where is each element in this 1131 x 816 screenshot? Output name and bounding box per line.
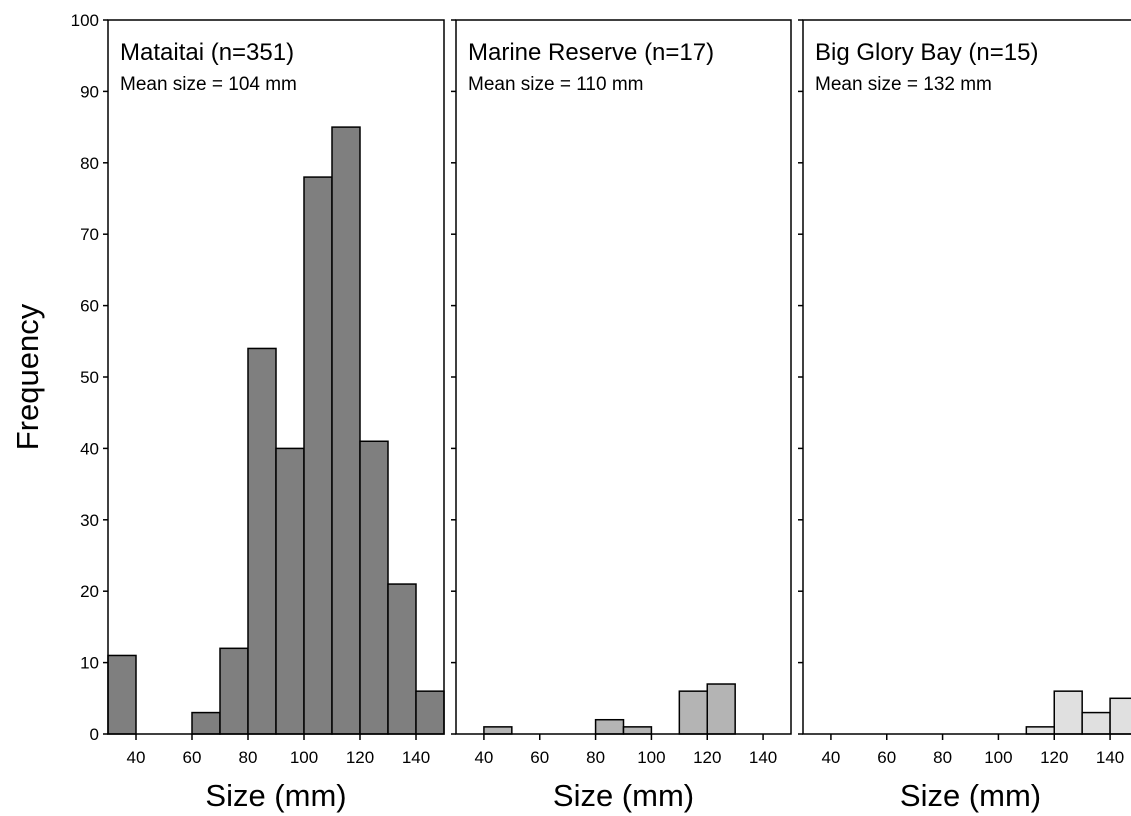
y-tick-label-20: 20: [80, 582, 99, 601]
bar-big-glory-bay-140: [1109, 697, 1131, 735]
y-tick-label-0: 0: [90, 725, 99, 744]
bar-mataitai-60: [191, 711, 221, 735]
panel-title-big-glory-bay: Big Glory Bay (n=15): [815, 39, 1038, 66]
y-tick-label-50: 50: [80, 368, 99, 387]
x-tick-label-big-glory-bay-140: 140: [1096, 748, 1124, 767]
y-tick-label-70: 70: [80, 225, 99, 244]
bar-marine-reserve-80: [594, 718, 625, 735]
bar-marine-reserve-40: [483, 726, 513, 735]
y-axis-title: Frequency: [10, 303, 45, 450]
panel-subtitle-mataitai: Mean size = 104 mm: [120, 74, 297, 95]
bar-big-glory-bay-120: [1053, 690, 1083, 735]
y-axis-ticks: 0 10 20 30 40 50 60 70 80 90 100: [71, 11, 99, 744]
ticks-big-glory-bay: 40 60 80 100 120 140: [798, 19, 1124, 767]
panel-mataitai: 40 60 80 100 120 140 Mataitai (n=351) Mean si…: [103, 19, 445, 813]
y-tick-label-10: 10: [80, 654, 99, 673]
x-tick-label-marine-reserve-140: 140: [749, 748, 777, 767]
x-tick-label-mataitai-140: 140: [402, 748, 430, 767]
plot-frame-big-glory-bay: [802, 19, 1131, 735]
x-tick-label-mataitai-100: 100: [290, 748, 318, 767]
y-tick-label-60: 60: [80, 297, 99, 316]
x-tick-label-marine-reserve-80: 80: [586, 748, 605, 767]
y-tick-label-100: 100: [71, 11, 99, 30]
panel-subtitle-marine-reserve: Mean size = 110 mm: [468, 74, 643, 95]
plot-frame-mataitai: [107, 19, 445, 735]
y-tick-label-80: 80: [80, 154, 99, 173]
x-axis-title-mataitai: Size (mm): [205, 778, 346, 813]
bar-big-glory-bay-110: [1025, 726, 1056, 735]
bars-marine-reserve: [483, 683, 736, 735]
panel-title-mataitai: Mataitai (n=351): [120, 39, 294, 66]
x-axis-title-marine-reserve: Size (mm): [553, 778, 694, 813]
bar-mataitai-90: [275, 447, 305, 735]
bar-mataitai-140: [415, 690, 445, 735]
bar-big-glory-bay-130: [1081, 711, 1111, 735]
bar-marine-reserve-110: [678, 690, 708, 735]
y-tick-label-90: 90: [80, 82, 99, 101]
bar-marine-reserve-120: [706, 683, 736, 735]
bar-marine-reserve-90: [622, 726, 653, 735]
x-tick-label-big-glory-bay-40: 40: [821, 748, 840, 767]
bar-mataitai-70: [219, 647, 249, 735]
x-tick-label-mataitai-80: 80: [239, 748, 258, 767]
ticks-mataitai: 40 60 80 100 120 140: [103, 19, 430, 767]
x-tick-label-big-glory-bay-120: 120: [1040, 748, 1068, 767]
x-axis-title-big-glory-bay: Size (mm): [900, 778, 1041, 813]
panel-big-glory-bay: 40 60 80 100 120 140 Big Glory Bay (n=15) Mea…: [798, 19, 1131, 813]
panel-title-marine-reserve: Marine Reserve (n=17): [468, 39, 714, 66]
x-tick-label-big-glory-bay-80: 80: [933, 748, 952, 767]
panel-marine-reserve: 40 60 80 100 120 140 Marine Reserve (n=17) Me…: [451, 19, 792, 813]
plot-frame-marine-reserve: [455, 19, 792, 735]
bar-mataitai-30: [107, 654, 137, 735]
x-tick-label-marine-reserve-100: 100: [637, 748, 665, 767]
bar-mataitai-80: [247, 347, 277, 735]
x-tick-label-big-glory-bay-60: 60: [877, 748, 896, 767]
x-tick-label-marine-reserve-120: 120: [693, 748, 721, 767]
bar-mataitai-100: [303, 176, 333, 735]
x-tick-label-mataitai-60: 60: [183, 748, 202, 767]
x-tick-label-marine-reserve-40: 40: [474, 748, 493, 767]
x-tick-label-mataitai-120: 120: [346, 748, 374, 767]
panel-subtitle-big-glory-bay: Mean size = 132 mm: [815, 74, 992, 95]
bar-mataitai-130: [387, 583, 417, 735]
y-tick-label-40: 40: [80, 439, 99, 458]
bar-mataitai-120: [359, 440, 389, 735]
bars-big-glory-bay: [1025, 690, 1131, 735]
x-tick-label-big-glory-bay-100: 100: [984, 748, 1012, 767]
y-tick-label-30: 30: [80, 511, 99, 530]
x-tick-label-mataitai-40: 40: [127, 748, 146, 767]
ticks-marine-reserve: 40 60 80 100 120 140: [451, 19, 777, 767]
bars-mataitai: [107, 126, 445, 735]
bar-mataitai-110: [331, 126, 361, 735]
x-tick-label-marine-reserve-60: 60: [530, 748, 549, 767]
